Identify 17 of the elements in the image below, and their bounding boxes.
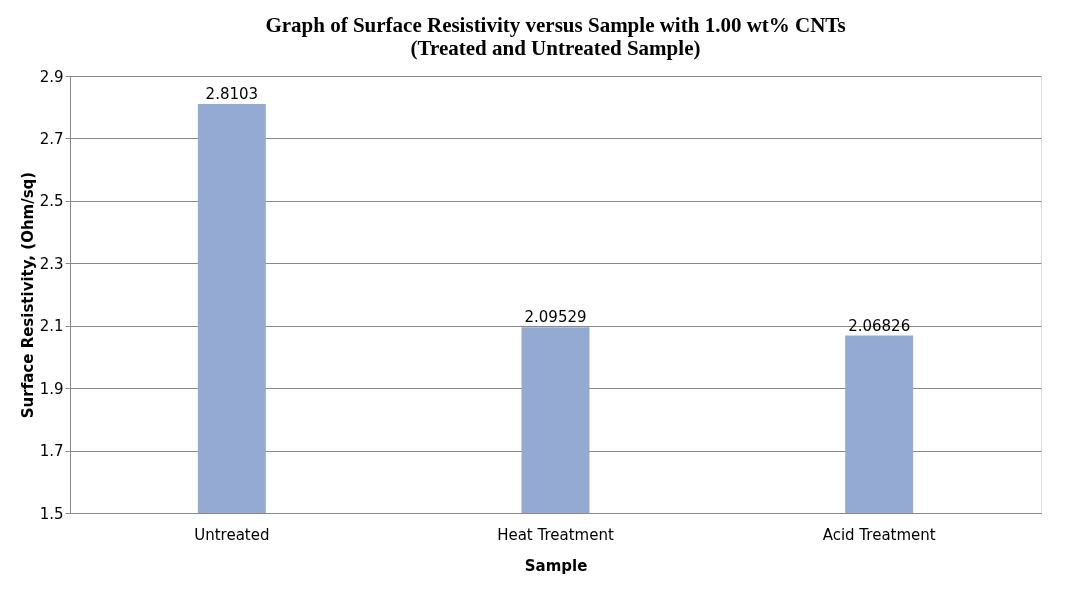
y-tick-label: 1.7 <box>39 442 64 461</box>
y-tick-label: 1.5 <box>39 504 64 523</box>
y-tick-label: 2.9 <box>39 67 64 86</box>
x-axis-title: Sample <box>524 556 588 575</box>
data-label: 2.06826 <box>848 316 911 335</box>
x-tick-label: Acid Treatment <box>822 525 936 544</box>
data-label: 2.09529 <box>524 308 587 327</box>
x-tick-label: Untreated <box>194 525 270 544</box>
y-tick-label: 2.7 <box>39 129 64 148</box>
y-tick-label: 2.1 <box>39 317 64 336</box>
y-tick-label: 2.3 <box>39 254 64 273</box>
y-tick-label: 2.5 <box>39 192 64 211</box>
data-label: 2.8103 <box>205 85 259 103</box>
y-tick-label: 1.9 <box>39 379 64 398</box>
y-axis-title: Surface Resistivity, (Ohm/sq) <box>18 171 37 419</box>
chart-title: Graph of Surface Resistivity versus Sample with 1.00 wt% CNTs (Treated and Untreated Sample) <box>265 13 846 60</box>
x-tick-label: Heat Treatment <box>497 525 614 544</box>
